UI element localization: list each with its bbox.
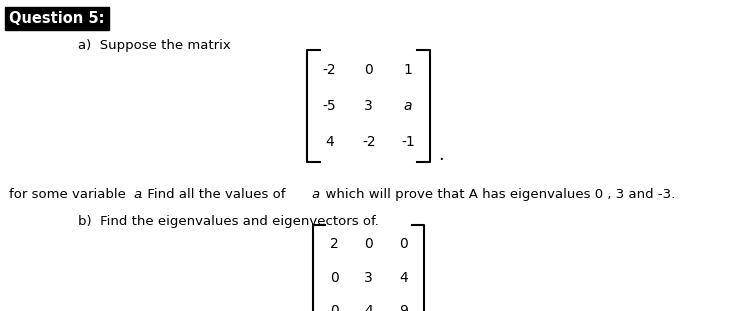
Text: 4: 4	[399, 271, 408, 285]
Text: -2: -2	[362, 134, 375, 149]
Text: . Find all the values of: . Find all the values of	[139, 188, 289, 201]
Text: which will prove that A has eigenvalues 0 , 3 and -3.: which will prove that A has eigenvalues …	[317, 188, 675, 201]
Text: 0: 0	[364, 63, 373, 77]
Text: 0: 0	[364, 237, 373, 251]
Text: 2: 2	[330, 237, 339, 251]
Text: 3: 3	[364, 99, 373, 113]
Text: Question 5:: Question 5:	[9, 11, 104, 26]
Text: -5: -5	[323, 99, 336, 113]
Text: 0: 0	[330, 271, 339, 285]
Text: -1: -1	[402, 134, 415, 149]
Text: 9: 9	[399, 304, 408, 311]
Text: 0: 0	[399, 237, 408, 251]
Text: 1: 1	[404, 63, 413, 77]
Text: a: a	[133, 188, 142, 201]
Text: b)  Find the eigenvalues and eigenvectors of.: b) Find the eigenvalues and eigenvectors…	[78, 215, 379, 228]
Text: 3: 3	[364, 271, 373, 285]
Text: -2: -2	[323, 63, 336, 77]
Text: 0: 0	[330, 304, 339, 311]
Text: a)  Suppose the matrix: a) Suppose the matrix	[78, 39, 231, 52]
Text: a: a	[404, 99, 413, 113]
Text: 4: 4	[325, 134, 334, 149]
Text: a: a	[311, 188, 320, 201]
Text: for some variable: for some variable	[9, 188, 130, 201]
Text: .: .	[438, 146, 444, 165]
Text: 4: 4	[364, 304, 373, 311]
